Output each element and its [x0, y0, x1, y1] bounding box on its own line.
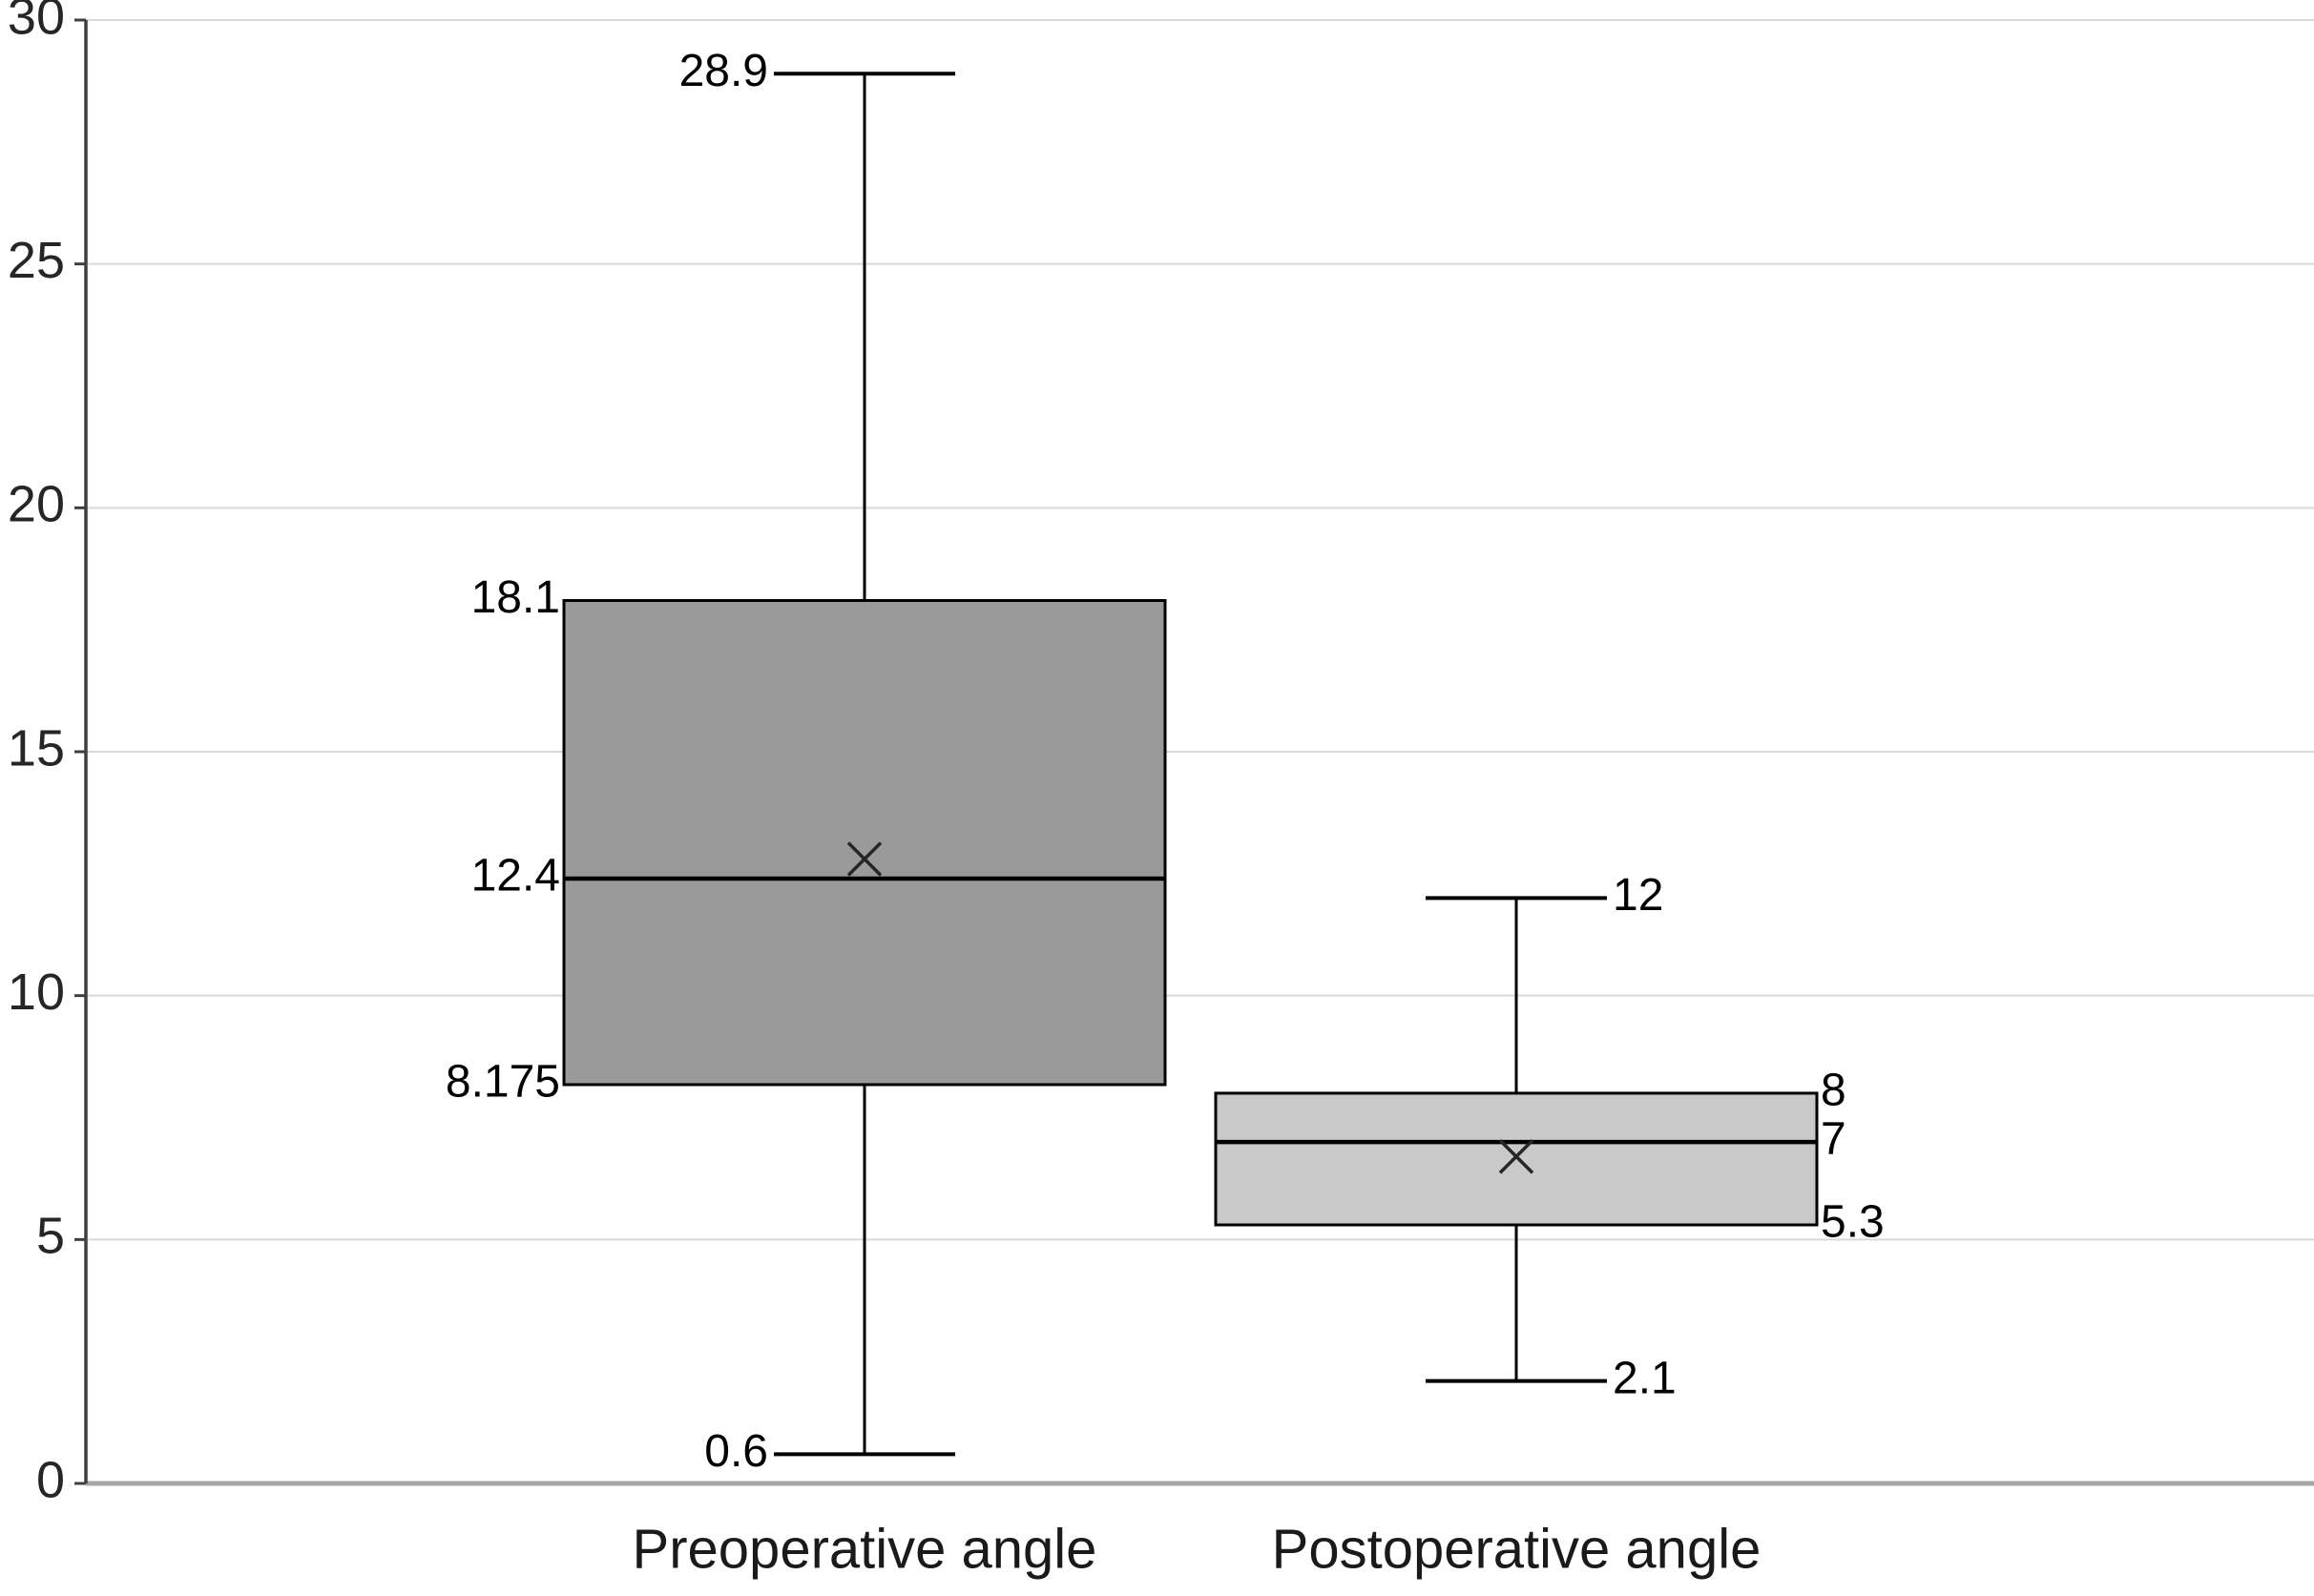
max-value-label: 28.9: [679, 46, 768, 96]
y-tick-label: 10: [8, 964, 65, 1021]
y-tick-label: 20: [8, 476, 65, 533]
q1-value-label: 8.175: [446, 1057, 560, 1108]
min-value-label: 2.1: [1613, 1353, 1677, 1403]
y-tick-label: 25: [8, 232, 65, 289]
min-value-label: 0.6: [704, 1426, 768, 1477]
category-label-preoperative: Preoperative angle: [633, 1518, 1097, 1580]
q3-value-label: 8: [1821, 1066, 1846, 1116]
mean-marker: [846, 841, 883, 877]
postoperative-box: [1214, 1091, 1819, 1227]
max-value-label: 12: [1613, 870, 1663, 921]
category-label-postoperative: Postoperative angle: [1272, 1518, 1762, 1580]
q1-value-label: 5.3: [1821, 1197, 1885, 1248]
y-tick-label: 0: [36, 1451, 65, 1508]
q3-value-label: 18.1: [471, 572, 560, 623]
median-value-label: 7: [1821, 1114, 1846, 1165]
median-value-label: 12.4: [471, 851, 560, 902]
preoperative-box: [562, 598, 1167, 1087]
mean-marker: [1498, 1139, 1534, 1174]
y-tick-label: 5: [36, 1208, 65, 1265]
y-tick-label: 30: [8, 0, 65, 45]
y-tick-label: 15: [8, 719, 65, 777]
